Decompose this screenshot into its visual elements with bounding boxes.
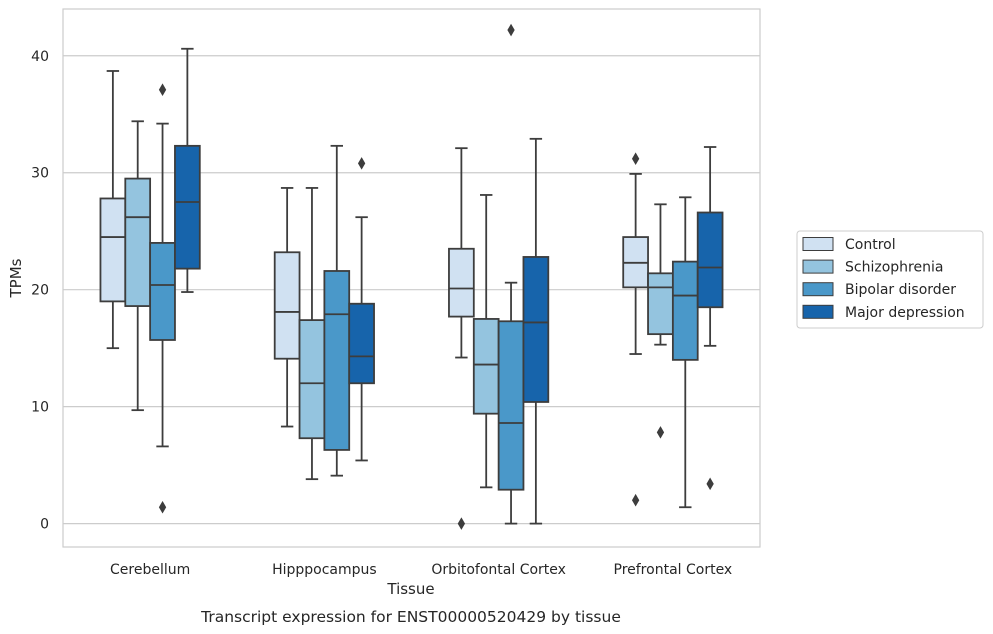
box-body [497,320,525,491]
box [472,194,500,489]
box-body [472,318,500,415]
outlier-point [158,83,167,96]
box-body [647,272,674,336]
legend-frame [796,230,984,329]
legend-label: Control [845,237,896,253]
y-axis-label: TPMs [7,258,25,298]
box [696,146,724,491]
x-tick-label: Cerebellum [110,562,190,578]
box [298,187,326,481]
box [99,70,127,350]
box-body [298,319,326,440]
outlier-point [631,493,640,507]
box-body [522,256,550,403]
box [124,120,152,412]
box-body [124,177,152,307]
box [522,137,550,525]
box-body [149,242,176,341]
legend-swatch [802,259,834,274]
box-body [174,144,201,270]
y-axis-ticks: 0 10 20 30 40 [31,49,49,533]
box-body [448,247,475,318]
chart-caption: Transcript expression for ENST0000052042… [200,608,621,626]
box [622,152,649,507]
outlier-point [706,477,714,491]
y-tick-label: 40 [31,49,49,65]
legend-items: Control Schizophrenia Bipolar disorder Majo… [802,237,965,321]
legend-label: Schizophrenia [845,260,943,276]
box [671,196,699,509]
outlier-point [631,152,640,165]
box-body [671,260,699,361]
legend-label: Bipolar disorder [845,282,956,298]
box-body [323,270,351,451]
y-tick-label: 10 [31,400,49,416]
box [497,23,525,525]
box-body [99,197,127,303]
box [448,147,475,530]
box [174,47,201,293]
legend-swatch [802,237,834,251]
x-tick-label: Hipppocampus [272,562,377,578]
legend-label: Major depression [845,305,965,321]
plot-frame [62,8,761,548]
box-body [696,211,724,309]
box [647,203,674,439]
y-tick-label: 0 [40,517,49,533]
box [273,187,301,428]
x-axis-ticks: Cerebellum Hipppocampus Orbitofontal Corte… [110,562,732,578]
box [149,83,176,514]
legend: Control Schizophrenia Bipolar disorder Majo… [796,230,984,329]
outlier-point [507,23,515,37]
outlier-point [357,157,366,170]
outlier-point [656,426,665,439]
x-tick-label: Prefrontal Cortex [614,562,733,578]
box [323,144,351,477]
box [348,157,375,462]
outlier-point [158,500,167,514]
x-axis-label: Tissue [386,580,434,598]
y-tick-label: 30 [31,166,49,182]
y-tick-label: 20 [31,283,49,299]
outlier-point [457,517,466,530]
box-series [99,23,724,530]
legend-swatch [802,282,834,297]
x-tick-label: Orbitofontal Cortex [431,562,566,578]
box-body [273,251,301,360]
box-body [348,302,375,385]
legend-swatch [802,304,834,319]
